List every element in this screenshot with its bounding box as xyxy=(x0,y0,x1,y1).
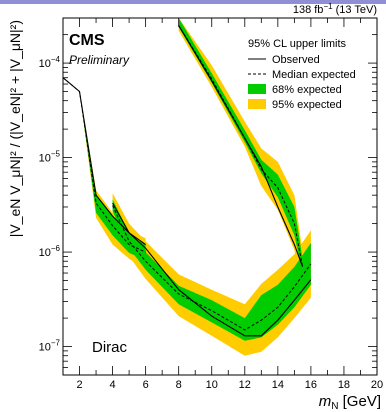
band-68-segment-0 xyxy=(63,77,146,261)
dirac-annotation: Dirac xyxy=(92,339,128,356)
legend-item-expected: Median expected xyxy=(272,69,356,81)
legend-title: 95% CL upper limits xyxy=(248,38,347,50)
experiment-label: CMS xyxy=(69,32,105,49)
y-tick-label: 10−7 xyxy=(39,339,61,354)
legend-swatch-68 xyxy=(248,84,266,94)
band-68-segment-2 xyxy=(178,18,303,273)
x-tick-label: 4 xyxy=(110,379,116,391)
x-tick-label: 18 xyxy=(338,379,350,391)
y-tick-labels: 10−7 10−6 10−5 10−4 xyxy=(39,55,61,353)
y-tick-label: 10−6 xyxy=(39,244,61,259)
x-tick-label: 12 xyxy=(239,379,251,391)
status-label: Preliminary xyxy=(69,53,130,67)
y-axis-label: |V_eN V_μN|² / (|V_eN|² + |V_μN|²) xyxy=(7,20,23,237)
y-tick-label: 10−4 xyxy=(39,55,61,70)
legend: 95% CL upper limits Observed Median expe… xyxy=(248,38,356,111)
band-68-segment-1 xyxy=(112,199,311,341)
axis-ticks xyxy=(62,18,378,376)
x-tick-label: 20 xyxy=(371,379,383,391)
observed-line-2 xyxy=(178,25,304,267)
y-tick-label: 10−5 xyxy=(39,150,61,165)
observed-line-1 xyxy=(112,202,312,337)
legend-swatch-95 xyxy=(248,99,266,109)
legend-item-95: 95% expected xyxy=(272,99,342,111)
slide-top-bar xyxy=(0,0,386,4)
plot-frame xyxy=(62,17,378,376)
x-axis-label: mN [GeV] xyxy=(319,393,381,412)
limit-lines-group xyxy=(62,25,312,337)
x-tick-label: 2 xyxy=(76,379,82,391)
expected-line-2 xyxy=(178,25,304,267)
x-tick-label: 16 xyxy=(305,379,317,391)
x-tick-labels: 2 4 6 8 10 12 14 16 18 20 xyxy=(76,379,383,391)
band-68-group xyxy=(63,18,311,341)
x-tick-label: 6 xyxy=(143,379,149,391)
lumi-label: 138 fb−1 (13 TeV) xyxy=(293,2,377,16)
legend-item-68: 68% expected xyxy=(272,84,342,96)
x-tick-label: 14 xyxy=(272,379,284,391)
legend-item-observed: Observed xyxy=(272,54,320,66)
expected-line-1 xyxy=(112,205,312,331)
x-tick-label: 8 xyxy=(176,379,182,391)
x-tick-label: 10 xyxy=(206,379,218,391)
